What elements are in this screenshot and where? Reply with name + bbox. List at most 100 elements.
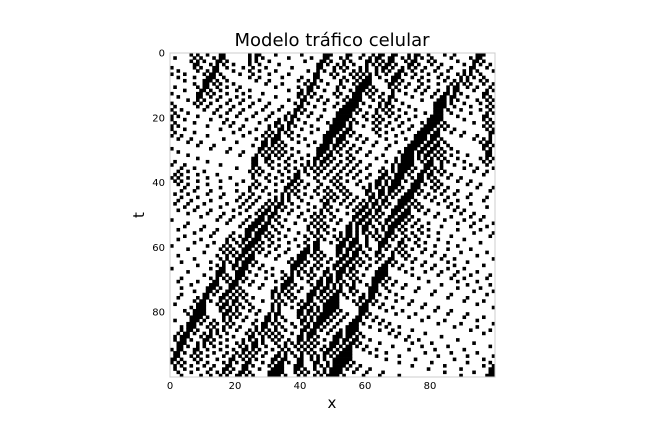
heatmap-cell xyxy=(387,176,392,180)
heatmap-cell xyxy=(410,124,415,128)
heatmap-cell xyxy=(248,231,252,235)
heatmap-cell xyxy=(296,95,301,99)
heatmap-cell xyxy=(212,72,216,77)
heatmap-cell xyxy=(313,273,317,277)
heatmap-cell xyxy=(397,227,402,232)
heatmap-cell xyxy=(335,250,340,255)
heatmap-cell xyxy=(352,237,356,242)
heatmap-cell xyxy=(251,159,255,164)
heatmap-cell xyxy=(199,91,203,96)
heatmap-cell xyxy=(257,244,262,248)
heatmap-cell xyxy=(303,347,307,352)
heatmap-cell xyxy=(423,211,428,216)
heatmap-cell xyxy=(267,373,272,378)
heatmap-cell xyxy=(222,192,226,196)
heatmap-cell xyxy=(358,318,363,323)
heatmap-cell xyxy=(410,75,415,80)
heatmap-cell xyxy=(241,270,246,274)
heatmap-cell xyxy=(186,270,190,274)
heatmap-cell xyxy=(296,347,301,352)
heatmap-cell xyxy=(371,292,376,297)
heatmap-cell xyxy=(231,321,236,326)
heatmap-cell xyxy=(274,124,278,128)
heatmap-cell xyxy=(332,360,337,365)
heatmap-cell xyxy=(472,341,476,345)
heatmap-cell xyxy=(482,143,486,148)
heatmap-cell xyxy=(374,69,379,73)
heatmap-cell xyxy=(235,114,239,119)
heatmap-cell xyxy=(296,312,301,316)
heatmap-cell xyxy=(218,205,223,209)
heatmap-cell xyxy=(391,53,395,57)
heatmap-cell xyxy=(439,104,444,109)
heatmap-cell xyxy=(358,98,363,102)
heatmap-cell xyxy=(176,75,181,80)
heatmap-cell xyxy=(300,250,304,255)
heatmap-cell xyxy=(397,166,402,170)
heatmap-cell xyxy=(335,117,340,122)
heatmap-cell xyxy=(244,218,249,222)
heatmap-cell xyxy=(342,143,346,148)
y-tick-label: 80 xyxy=(152,308,165,319)
heatmap-cell xyxy=(277,117,281,122)
heatmap-cell xyxy=(209,367,213,371)
heatmap-cell xyxy=(238,344,242,349)
heatmap-cell xyxy=(352,360,356,365)
heatmap-cell xyxy=(345,156,350,161)
heatmap-cell xyxy=(381,98,385,102)
heatmap-cell xyxy=(231,215,236,219)
heatmap-cell xyxy=(196,91,200,96)
heatmap-cell xyxy=(212,286,216,290)
heatmap-cell xyxy=(472,59,476,64)
heatmap-cell xyxy=(270,370,275,375)
heatmap-cell xyxy=(348,111,353,115)
heatmap-cell xyxy=(407,82,411,86)
heatmap-cell xyxy=(335,179,340,183)
heatmap-cell xyxy=(261,231,265,235)
heatmap-cell xyxy=(456,189,460,193)
heatmap-cell xyxy=(348,114,353,119)
heatmap-cell xyxy=(488,150,493,154)
heatmap-cell xyxy=(378,176,382,180)
heatmap-cell xyxy=(241,367,246,371)
heatmap-cell xyxy=(176,169,181,174)
heatmap-cell xyxy=(482,331,486,336)
heatmap-cell xyxy=(365,176,369,180)
heatmap-cell xyxy=(407,195,411,200)
heatmap-cell xyxy=(365,234,369,239)
heatmap-cell xyxy=(361,124,366,128)
heatmap-cell xyxy=(430,62,434,67)
heatmap-cell xyxy=(381,189,385,193)
heatmap-cell xyxy=(290,270,294,274)
heatmap-cell xyxy=(235,182,239,187)
heatmap-cell xyxy=(436,202,441,206)
heatmap-cell xyxy=(257,195,262,200)
heatmap-cell xyxy=(238,325,242,329)
heatmap-cell xyxy=(358,305,363,310)
heatmap-cell xyxy=(244,198,249,203)
heatmap-cell xyxy=(391,215,395,219)
heatmap-cell xyxy=(391,211,395,216)
heatmap-cell xyxy=(352,117,356,122)
heatmap-cell xyxy=(319,169,324,174)
heatmap-cell xyxy=(319,62,324,67)
heatmap-cell xyxy=(293,296,298,300)
heatmap-cell xyxy=(348,192,353,196)
heatmap-cell xyxy=(316,325,320,329)
heatmap-cell xyxy=(407,163,411,167)
heatmap-cell xyxy=(368,312,372,316)
heatmap-cell xyxy=(378,276,382,281)
heatmap-cell xyxy=(345,65,350,70)
heatmap-cell xyxy=(358,91,363,96)
heatmap-cell xyxy=(374,250,379,255)
heatmap-cell xyxy=(355,101,359,106)
heatmap-cell xyxy=(218,163,223,167)
heatmap-cell xyxy=(417,185,421,190)
heatmap-cell xyxy=(261,341,265,345)
heatmap-cell xyxy=(488,153,493,158)
heatmap-cell xyxy=(196,354,200,358)
heatmap-cell xyxy=(176,354,181,358)
heatmap-cell xyxy=(215,62,220,67)
heatmap-cell xyxy=(244,364,249,368)
heatmap-cell xyxy=(202,202,207,206)
